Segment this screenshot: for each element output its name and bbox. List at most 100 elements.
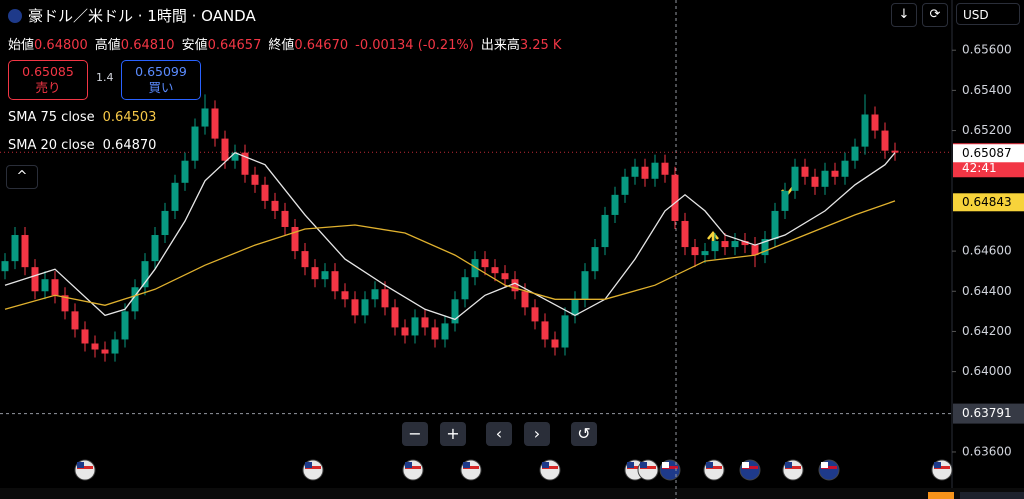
indicator-name: SMA 20 close: [8, 138, 95, 153]
reset[interactable]: ↺: [571, 422, 597, 446]
candle-body: [671, 174, 679, 221]
candle-body: [101, 349, 109, 354]
event-icon-band: [640, 466, 656, 469]
candle-body: [851, 146, 859, 161]
spread: 1.4: [96, 71, 114, 84]
indicator-name: SMA 75 close: [8, 110, 95, 125]
event-icon-band: [662, 466, 678, 469]
candle-body: [411, 317, 419, 336]
event-icon-band: [934, 466, 950, 469]
candle-body: [731, 241, 739, 248]
event-icon-band: [706, 466, 722, 469]
candle-body: [791, 166, 799, 191]
indicator-value: 0.64870: [102, 138, 157, 153]
candle-body: [211, 108, 219, 139]
candle-body: [361, 299, 369, 316]
candle-body: [391, 307, 399, 328]
candle-body: [21, 235, 29, 268]
collapse-button[interactable]: ^: [6, 165, 38, 189]
buy-price: 0.65099: [135, 64, 187, 79]
candle-body: [331, 271, 339, 292]
candle-body: [61, 295, 69, 312]
scroll-right[interactable]: ›: [524, 422, 550, 446]
candle-body: [581, 271, 589, 300]
candle-body: [11, 235, 19, 262]
zoom-out[interactable]: −: [402, 422, 428, 446]
symbol: 豪ドル／米ドル · 1時間 · OANDA: [28, 7, 256, 25]
zoom-in[interactable]: +: [440, 422, 466, 446]
candle-body: [871, 114, 879, 131]
event-icon-band: [742, 466, 758, 469]
candle-body: [141, 261, 149, 288]
ohlc-value: 0.64657: [207, 38, 262, 53]
candle-body: [151, 235, 159, 262]
candle-body: [471, 259, 479, 278]
candle-body: [441, 323, 449, 340]
indicator-row: SMA 75 close 0.64503: [8, 110, 156, 125]
candle-body: [501, 273, 509, 280]
fullscreen-button[interactable]: ⟳: [922, 3, 948, 27]
candle-body: [831, 170, 839, 177]
candle-body: [171, 182, 179, 211]
y-tick-label: 0.64600: [962, 244, 1012, 258]
y-tick-label: 0.65400: [962, 83, 1012, 97]
candle-body: [691, 247, 699, 256]
ohlc-value: 0.64800: [34, 38, 88, 53]
candle-body: [321, 271, 329, 280]
candle-body: [91, 343, 99, 350]
candle-body: [531, 307, 539, 322]
y-tick-label: 0.64000: [962, 364, 1012, 378]
buy-button[interactable]: 0.65099 買い: [121, 60, 201, 100]
y-tick-label: 0.65600: [962, 43, 1012, 57]
candle-body: [681, 220, 689, 248]
candle-body: [721, 241, 729, 248]
event-icon-corner: [305, 462, 312, 468]
crosshair-label: 0.63791: [962, 406, 1012, 420]
event-icon-corner: [405, 462, 412, 468]
event-icon-corner: [706, 462, 713, 468]
candle-body: [281, 210, 289, 227]
price-badge: [953, 193, 1024, 212]
candle-body: [711, 241, 719, 252]
candle-body: [301, 251, 309, 268]
sma-line: [4, 151, 896, 321]
candle-body: [41, 279, 49, 292]
candle-body: [291, 226, 299, 252]
candle-body: [481, 259, 489, 268]
scroll-left[interactable]: ‹: [486, 422, 512, 446]
candle-body: [191, 126, 199, 161]
ohlc-label: 終値: [268, 38, 295, 53]
candle-body: [611, 194, 619, 215]
candle-body: [891, 150, 899, 153]
candle-body: [121, 311, 129, 340]
event-icon-corner: [77, 462, 84, 468]
event-icon-corner: [662, 462, 669, 468]
candle-body: [111, 339, 119, 354]
candle-body: [801, 166, 809, 177]
candle-body: [181, 160, 189, 183]
sell-button[interactable]: 0.65085 売り: [8, 60, 88, 100]
price-badge: [953, 144, 1024, 163]
change: -0.00134 (-0.21%): [355, 38, 474, 53]
indicator-value: 0.64503: [102, 110, 157, 125]
symbol-title: 豪ドル／米ドル · 1時間 · OANDA: [8, 5, 256, 26]
currency-button[interactable]: USD: [956, 3, 1020, 25]
candle-body: [591, 247, 599, 272]
candle-body: [641, 166, 649, 179]
bottom-badge: [960, 492, 1024, 499]
download-button[interactable]: ↓: [891, 3, 917, 27]
buy-label: 買い: [148, 80, 174, 95]
candle-body: [881, 130, 889, 151]
candle-body: [31, 267, 39, 292]
candle-body: [271, 200, 279, 211]
candle-body: [421, 317, 429, 328]
candle-body: [761, 239, 769, 256]
event-icon-band: [627, 466, 643, 469]
countdown: 42:41: [962, 161, 997, 175]
ohlc-legend: 始値0.64800 高値0.64810 安値0.64657 終値0.64670 -0.0…: [8, 34, 561, 53]
indicator-row: SMA 20 close 0.64870: [8, 138, 156, 153]
candle-body: [161, 210, 169, 236]
bottom-strip: [0, 488, 1024, 499]
candle-body: [401, 327, 409, 336]
